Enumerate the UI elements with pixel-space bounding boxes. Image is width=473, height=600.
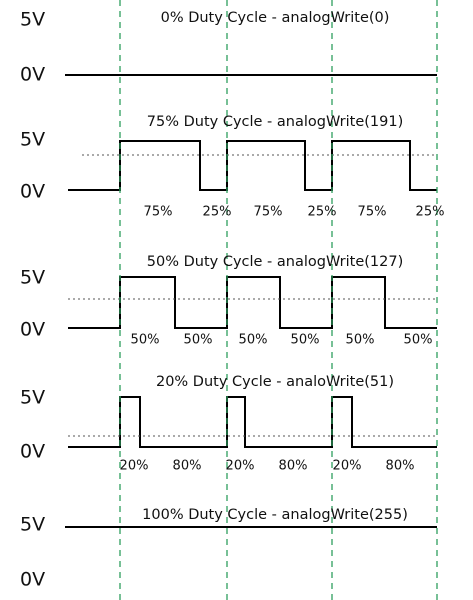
duty-label: 25% xyxy=(308,205,337,220)
high-level: 5V xyxy=(20,514,45,536)
low-level: 0V xyxy=(20,441,45,463)
waveform xyxy=(68,396,437,448)
duty-label: 50% xyxy=(291,333,320,348)
duty-label: 80% xyxy=(279,459,308,474)
duty-label: 75% xyxy=(144,205,173,220)
duty-label: 50% xyxy=(239,333,268,348)
duty-label: 50% xyxy=(184,333,213,348)
low-level: 0V xyxy=(20,569,45,591)
panel-title: 75% Duty Cycle - analogWrite(191) xyxy=(147,114,403,130)
duty-label: 20% xyxy=(226,459,255,474)
duty-label: 80% xyxy=(386,459,415,474)
duty-label: 25% xyxy=(416,205,445,220)
labels: 0% Duty Cycle - analogWrite(0) 5V 0V 75% Du… xyxy=(20,9,444,591)
waveform xyxy=(68,140,437,191)
high-level: 5V xyxy=(20,387,45,409)
period-markers xyxy=(119,0,438,600)
low-level: 0V xyxy=(20,319,45,341)
low-level: 0V xyxy=(20,64,45,86)
low-level: 0V xyxy=(20,181,45,203)
duty-label: 80% xyxy=(173,459,202,474)
waveform xyxy=(68,276,437,329)
duty-label: 50% xyxy=(404,333,433,348)
waveforms xyxy=(65,74,437,528)
duty-label: 75% xyxy=(358,205,387,220)
panel-title: 0% Duty Cycle - analogWrite(0) xyxy=(161,10,390,26)
duty-label: 50% xyxy=(131,333,160,348)
duty-label: 20% xyxy=(333,459,362,474)
duty-label: 75% xyxy=(254,205,283,220)
panel-title: 50% Duty Cycle - analogWrite(127) xyxy=(147,254,403,270)
duty-label: 25% xyxy=(203,205,232,220)
duty-label: 20% xyxy=(120,459,149,474)
high-level: 5V xyxy=(20,267,45,289)
panel-title: 20% Duty Cycle - analoWrite(51) xyxy=(156,374,394,390)
high-level: 5V xyxy=(20,129,45,151)
panel-title: 100% Duty Cycle - analogWrite(255) xyxy=(142,507,408,523)
high-level: 5V xyxy=(20,9,45,31)
duty-label: 50% xyxy=(346,333,375,348)
